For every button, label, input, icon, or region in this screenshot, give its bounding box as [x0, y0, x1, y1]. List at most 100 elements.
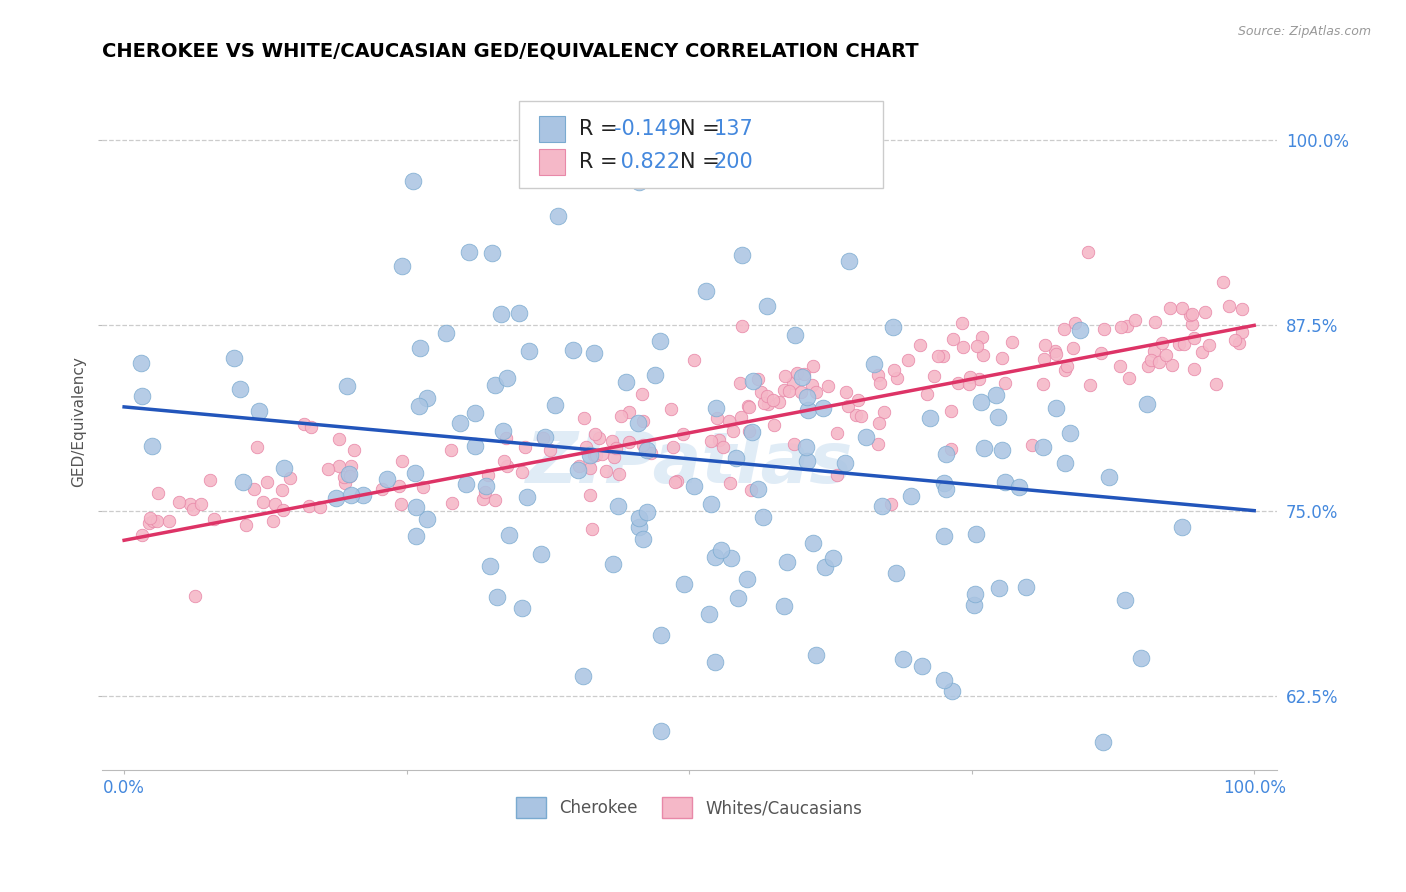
Point	[659, 402, 682, 417]
Point	[325, 491, 347, 506]
Point	[626, 416, 648, 430]
Point	[713, 440, 735, 454]
Point	[1212, 275, 1234, 289]
Point	[640, 446, 662, 460]
Point	[412, 480, 434, 494]
Point	[796, 454, 818, 468]
Point	[404, 466, 426, 480]
Point	[1182, 362, 1205, 376]
Point	[600, 434, 623, 449]
Point	[965, 527, 987, 541]
Point	[742, 374, 765, 388]
Point	[697, 607, 720, 622]
Point	[246, 440, 269, 454]
Point	[728, 376, 751, 390]
Point	[271, 503, 294, 517]
Point	[1069, 323, 1091, 337]
Point	[950, 316, 973, 330]
Point	[298, 499, 321, 513]
Point	[572, 668, 595, 682]
Point	[866, 368, 889, 382]
Point	[801, 535, 824, 549]
Point	[544, 397, 567, 411]
Point	[924, 369, 946, 384]
Point	[1198, 338, 1220, 352]
Point	[939, 442, 962, 456]
Point	[316, 462, 339, 476]
Point	[256, 475, 278, 489]
Point	[1123, 313, 1146, 327]
Point	[534, 430, 557, 444]
Point	[986, 387, 1008, 401]
Point	[484, 492, 506, 507]
Point	[939, 404, 962, 418]
Point	[292, 417, 315, 432]
Point	[988, 581, 1011, 595]
Point	[270, 483, 292, 497]
Point	[328, 458, 350, 473]
Point	[181, 501, 204, 516]
Point	[1171, 301, 1194, 315]
Point	[391, 453, 413, 467]
Point	[190, 497, 212, 511]
Point	[747, 372, 769, 386]
Point	[650, 723, 672, 738]
Point	[343, 442, 366, 457]
Point	[794, 440, 817, 454]
Point	[720, 551, 742, 566]
Point	[1045, 343, 1067, 358]
Point	[252, 495, 274, 509]
Y-axis label: GED/Equivalency: GED/Equivalency	[72, 356, 86, 487]
Point	[474, 485, 496, 500]
Point	[1136, 359, 1159, 373]
Point	[747, 483, 769, 497]
Point	[782, 376, 804, 390]
Point	[513, 440, 536, 454]
Point	[531, 432, 554, 446]
Point	[409, 342, 432, 356]
Point	[332, 470, 354, 484]
Point	[579, 461, 602, 475]
Point	[672, 577, 695, 591]
Point	[568, 458, 591, 473]
Point	[1218, 299, 1240, 313]
Point	[873, 405, 896, 419]
Point	[1062, 341, 1084, 355]
Point	[631, 387, 654, 401]
Point	[434, 326, 457, 341]
Point	[891, 652, 914, 666]
Point	[835, 385, 858, 400]
FancyBboxPatch shape	[519, 102, 883, 188]
Point	[377, 472, 399, 486]
Point	[738, 400, 761, 414]
Text: N =: N =	[679, 120, 725, 139]
Point	[184, 589, 207, 603]
Point	[572, 411, 595, 425]
Point	[1161, 359, 1184, 373]
Point	[918, 411, 941, 425]
Point	[948, 376, 970, 390]
Point	[1143, 343, 1166, 358]
FancyBboxPatch shape	[538, 149, 565, 175]
Point	[749, 385, 772, 400]
Point	[454, 477, 477, 491]
Point	[703, 550, 725, 565]
Point	[776, 555, 799, 569]
Point	[440, 442, 463, 457]
Point	[309, 500, 332, 514]
Point	[666, 474, 689, 488]
Point	[934, 529, 956, 543]
Point	[628, 511, 651, 525]
Point	[991, 351, 1014, 365]
Point	[1114, 592, 1136, 607]
Text: -0.149: -0.149	[614, 120, 681, 139]
Point	[1170, 519, 1192, 533]
Point	[1001, 334, 1024, 349]
Point	[508, 306, 530, 320]
Point	[141, 439, 163, 453]
Point	[492, 454, 515, 468]
Point	[883, 363, 905, 377]
Point	[811, 401, 834, 415]
Point	[717, 414, 740, 428]
Point	[849, 409, 872, 423]
